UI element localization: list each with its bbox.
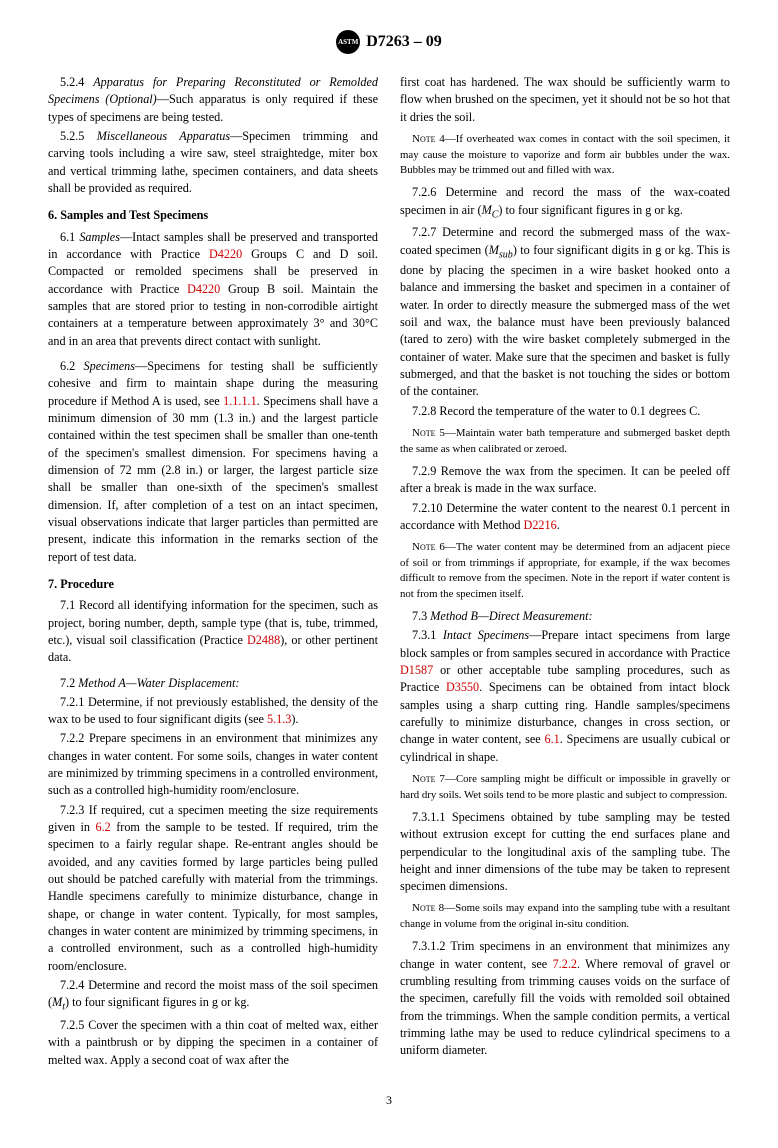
para-7.1: 7.1 Record all identifying information f… — [48, 597, 378, 666]
ref-d2488: D2488 — [247, 633, 280, 647]
note-8: Note 8—Some soils may expand into the sa… — [400, 901, 730, 932]
para-7.2.1: 7.2.1 Determine, if not previously estab… — [48, 694, 378, 729]
para-7.2.8: 7.2.8 Record the temperature of the wate… — [400, 403, 730, 420]
heading-6: 6. Samples and Test Specimens — [48, 207, 378, 224]
ref-6.2: 6.2 — [96, 820, 111, 834]
content-columns: 5.2.4 Apparatus for Preparing Reconstitu… — [48, 74, 730, 1069]
ref-5.1.3: 5.1.3 — [267, 712, 291, 726]
designation: D7263 – 09 — [366, 33, 442, 51]
heading-7: 7. Procedure — [48, 576, 378, 593]
ref-d4220-2: D4220 — [187, 282, 220, 296]
note-6: Note 6—The water content may be determin… — [400, 540, 730, 602]
ref-6.1: 6.1 — [545, 732, 560, 746]
ref-d4220-1: D4220 — [209, 247, 242, 261]
para-5.2.4: 5.2.4 Apparatus for Preparing Reconstitu… — [48, 74, 378, 126]
page-header: ASTM D7263 – 09 — [48, 30, 730, 54]
para-7.2.6: 7.2.6 Determine and record the mass of t… — [400, 184, 730, 222]
document-page: ASTM D7263 – 09 5.2.4 Apparatus for Prep… — [0, 0, 778, 1148]
para-6.2: 6.2 Specimens—Specimens for testing shal… — [48, 358, 378, 566]
ref-d3550: D3550 — [446, 680, 479, 694]
para-7.2.7: 7.2.7 Determine and record the submerged… — [400, 224, 730, 401]
para-7.2.10: 7.2.10 Determine the water content to th… — [400, 500, 730, 535]
para-5.2.5: 5.2.5 Miscellaneous Apparatus—Specimen t… — [48, 128, 378, 197]
note-5: Note 5—Maintain water bath temperature a… — [400, 426, 730, 457]
para-7.3.1.1: 7.3.1.1 Specimens obtained by tube sampl… — [400, 809, 730, 896]
para-7.2.4: 7.2.4 Determine and record the moist mas… — [48, 977, 378, 1015]
note-4: Note 4—If overheated wax comes in contac… — [400, 132, 730, 178]
ref-d1587: D1587 — [400, 663, 433, 677]
para-7.2.3: 7.2.3 If required, cut a specimen meetin… — [48, 802, 378, 975]
para-6.1: 6.1 Samples—Intact samples shall be pres… — [48, 229, 378, 350]
para-7.2.5: 7.2.5 Cover the specimen with a thin coa… — [48, 1017, 378, 1069]
para-7.2.2: 7.2.2 Prepare specimens in an environmen… — [48, 730, 378, 799]
para-7.3: 7.3 Method B—Direct Measurement: — [400, 608, 730, 625]
ref-1.1.1.1: 1.1.1.1 — [223, 394, 257, 408]
ref-7.2.2: 7.2.2 — [553, 957, 577, 971]
ref-d2216: D2216 — [524, 518, 557, 532]
page-number: 3 — [48, 1093, 730, 1108]
astm-logo-icon: ASTM — [336, 30, 360, 54]
para-7.2.9: 7.2.9 Remove the wax from the specimen. … — [400, 463, 730, 498]
para-7.2.5-cont: first coat has hardened. The wax should … — [400, 74, 730, 126]
para-7.3.1: 7.3.1 Intact Specimens—Prepare intact sp… — [400, 627, 730, 766]
note-7: Note 7—Core sampling might be difficult … — [400, 772, 730, 803]
para-7.2: 7.2 Method A—Water Displacement: — [48, 675, 378, 692]
para-7.3.1.2: 7.3.1.2 Trim specimens in an environment… — [400, 938, 730, 1059]
